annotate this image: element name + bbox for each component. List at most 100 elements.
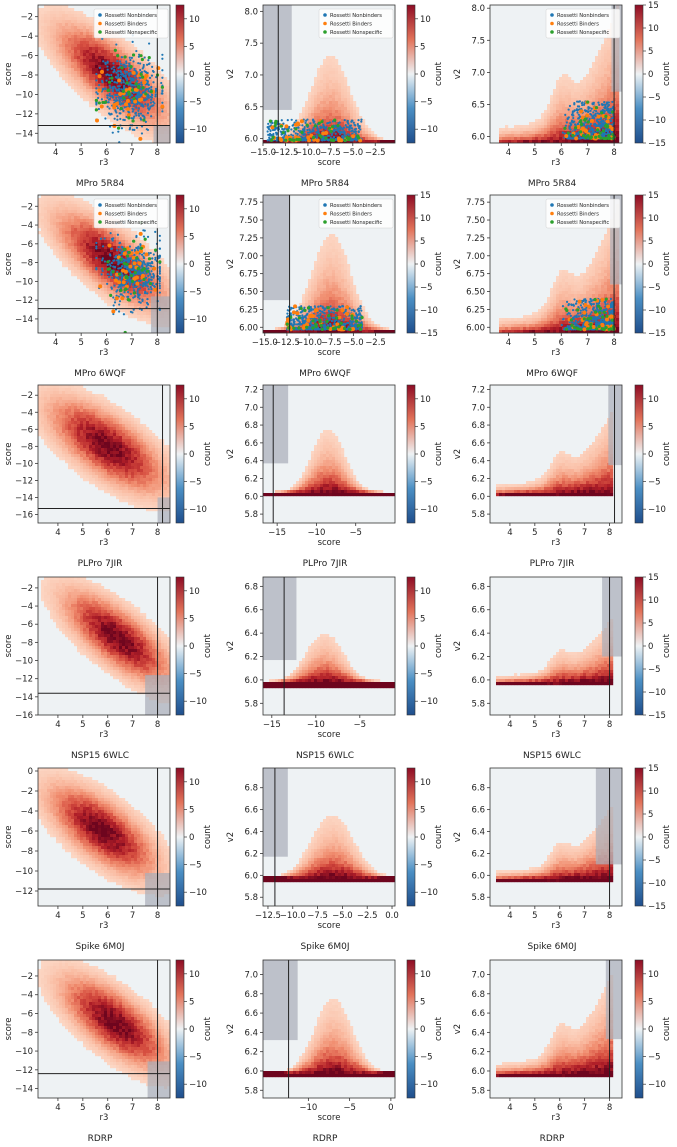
colorbar-gradient	[175, 4, 185, 144]
density-cell	[92, 20, 96, 24]
density-cell	[38, 23, 42, 27]
density-cell	[56, 68, 60, 72]
nonbinder-point	[140, 132, 144, 135]
density-cell	[589, 116, 593, 120]
density-cell	[529, 122, 533, 126]
density-cell	[586, 98, 590, 102]
density-cell	[308, 107, 312, 111]
density-cell	[92, 282, 96, 286]
density-cell	[164, 113, 168, 117]
nonbinder-point	[338, 133, 342, 136]
nonspecific-point	[132, 96, 136, 101]
density-cell	[341, 122, 345, 126]
density-cell	[586, 95, 590, 99]
density-cell	[59, 71, 63, 75]
density-cell	[140, 65, 144, 69]
density-cell	[155, 71, 159, 75]
density-cell	[41, 201, 45, 205]
nonbinder-point	[122, 118, 125, 121]
density-cell	[329, 59, 333, 63]
density-cell	[529, 131, 533, 135]
density-cell	[607, 89, 611, 93]
nonspecific-point	[317, 121, 321, 125]
density-cell	[89, 258, 93, 262]
density-cell	[604, 101, 608, 105]
density-cell	[86, 216, 90, 220]
density-cell	[296, 119, 300, 123]
density-cell	[95, 50, 99, 54]
colorbar-tick-label: −15	[648, 139, 666, 149]
nonbinder-point	[577, 113, 580, 116]
density-cell	[583, 95, 587, 99]
density-cell	[98, 95, 102, 99]
density-cell	[122, 44, 126, 48]
density-cell	[74, 270, 78, 274]
y-tick-label: −8	[20, 71, 33, 81]
density-cell	[56, 14, 60, 18]
y-tick-label: −10	[15, 90, 33, 100]
density-cell	[89, 62, 93, 66]
density-cell	[601, 86, 605, 90]
density-cell	[604, 113, 608, 117]
nonspecific-point	[588, 136, 592, 140]
nonspecific-point	[139, 72, 143, 76]
nonspecific-point	[140, 75, 145, 79]
density-cell	[544, 140, 548, 143]
density-cell	[50, 62, 54, 66]
density-cell	[92, 276, 96, 280]
density-cell	[44, 11, 48, 15]
density-cell	[68, 17, 72, 21]
density-cell	[113, 249, 117, 253]
density-cell	[380, 137, 384, 141]
density-cell	[556, 89, 560, 93]
density-cell	[308, 125, 312, 129]
density-cell	[517, 128, 521, 132]
density-cell	[604, 140, 608, 143]
density-cell	[616, 110, 620, 114]
density-cell	[338, 104, 342, 108]
density-cell	[119, 47, 123, 51]
density-cell	[107, 44, 111, 48]
nonbinder-point	[113, 99, 116, 102]
density-cell	[320, 110, 324, 114]
density-cell	[137, 68, 141, 72]
x-tick-label: 7	[585, 148, 590, 158]
density-cell	[532, 122, 536, 126]
density-cell	[613, 98, 617, 102]
density-cell	[350, 131, 354, 135]
density-cell	[68, 261, 72, 265]
x-tick-label: 5	[78, 148, 83, 158]
density-cell	[580, 80, 584, 84]
density-cell	[338, 119, 342, 123]
density-cell	[65, 29, 69, 33]
nonbinder-point	[152, 81, 155, 84]
density-cell	[74, 44, 78, 48]
density-cell	[74, 71, 78, 75]
density-cell	[308, 104, 312, 108]
density-cell	[601, 53, 605, 57]
density-cell	[47, 213, 51, 217]
density-cell	[119, 44, 123, 48]
density-cell	[347, 110, 351, 114]
density-cell	[89, 77, 93, 81]
density-cell	[74, 255, 78, 259]
density-cell	[80, 29, 84, 33]
density-cell	[80, 41, 84, 45]
density-cell	[89, 38, 93, 42]
density-cell	[83, 56, 87, 60]
density-cell	[311, 92, 315, 96]
density-cell	[134, 131, 138, 135]
density-cell	[59, 53, 63, 57]
nonspecific-point	[101, 100, 105, 105]
nonbinder-point	[120, 56, 124, 59]
density-cell	[601, 47, 605, 51]
density-cell	[592, 62, 596, 66]
density-cell	[74, 26, 78, 30]
density-cell	[86, 23, 90, 27]
nonbinder-point	[112, 65, 115, 69]
density-cell	[62, 201, 66, 205]
density-cell	[326, 113, 330, 117]
density-cell	[50, 20, 54, 24]
density-cell	[74, 249, 78, 253]
nonbinder-point	[146, 82, 149, 85]
